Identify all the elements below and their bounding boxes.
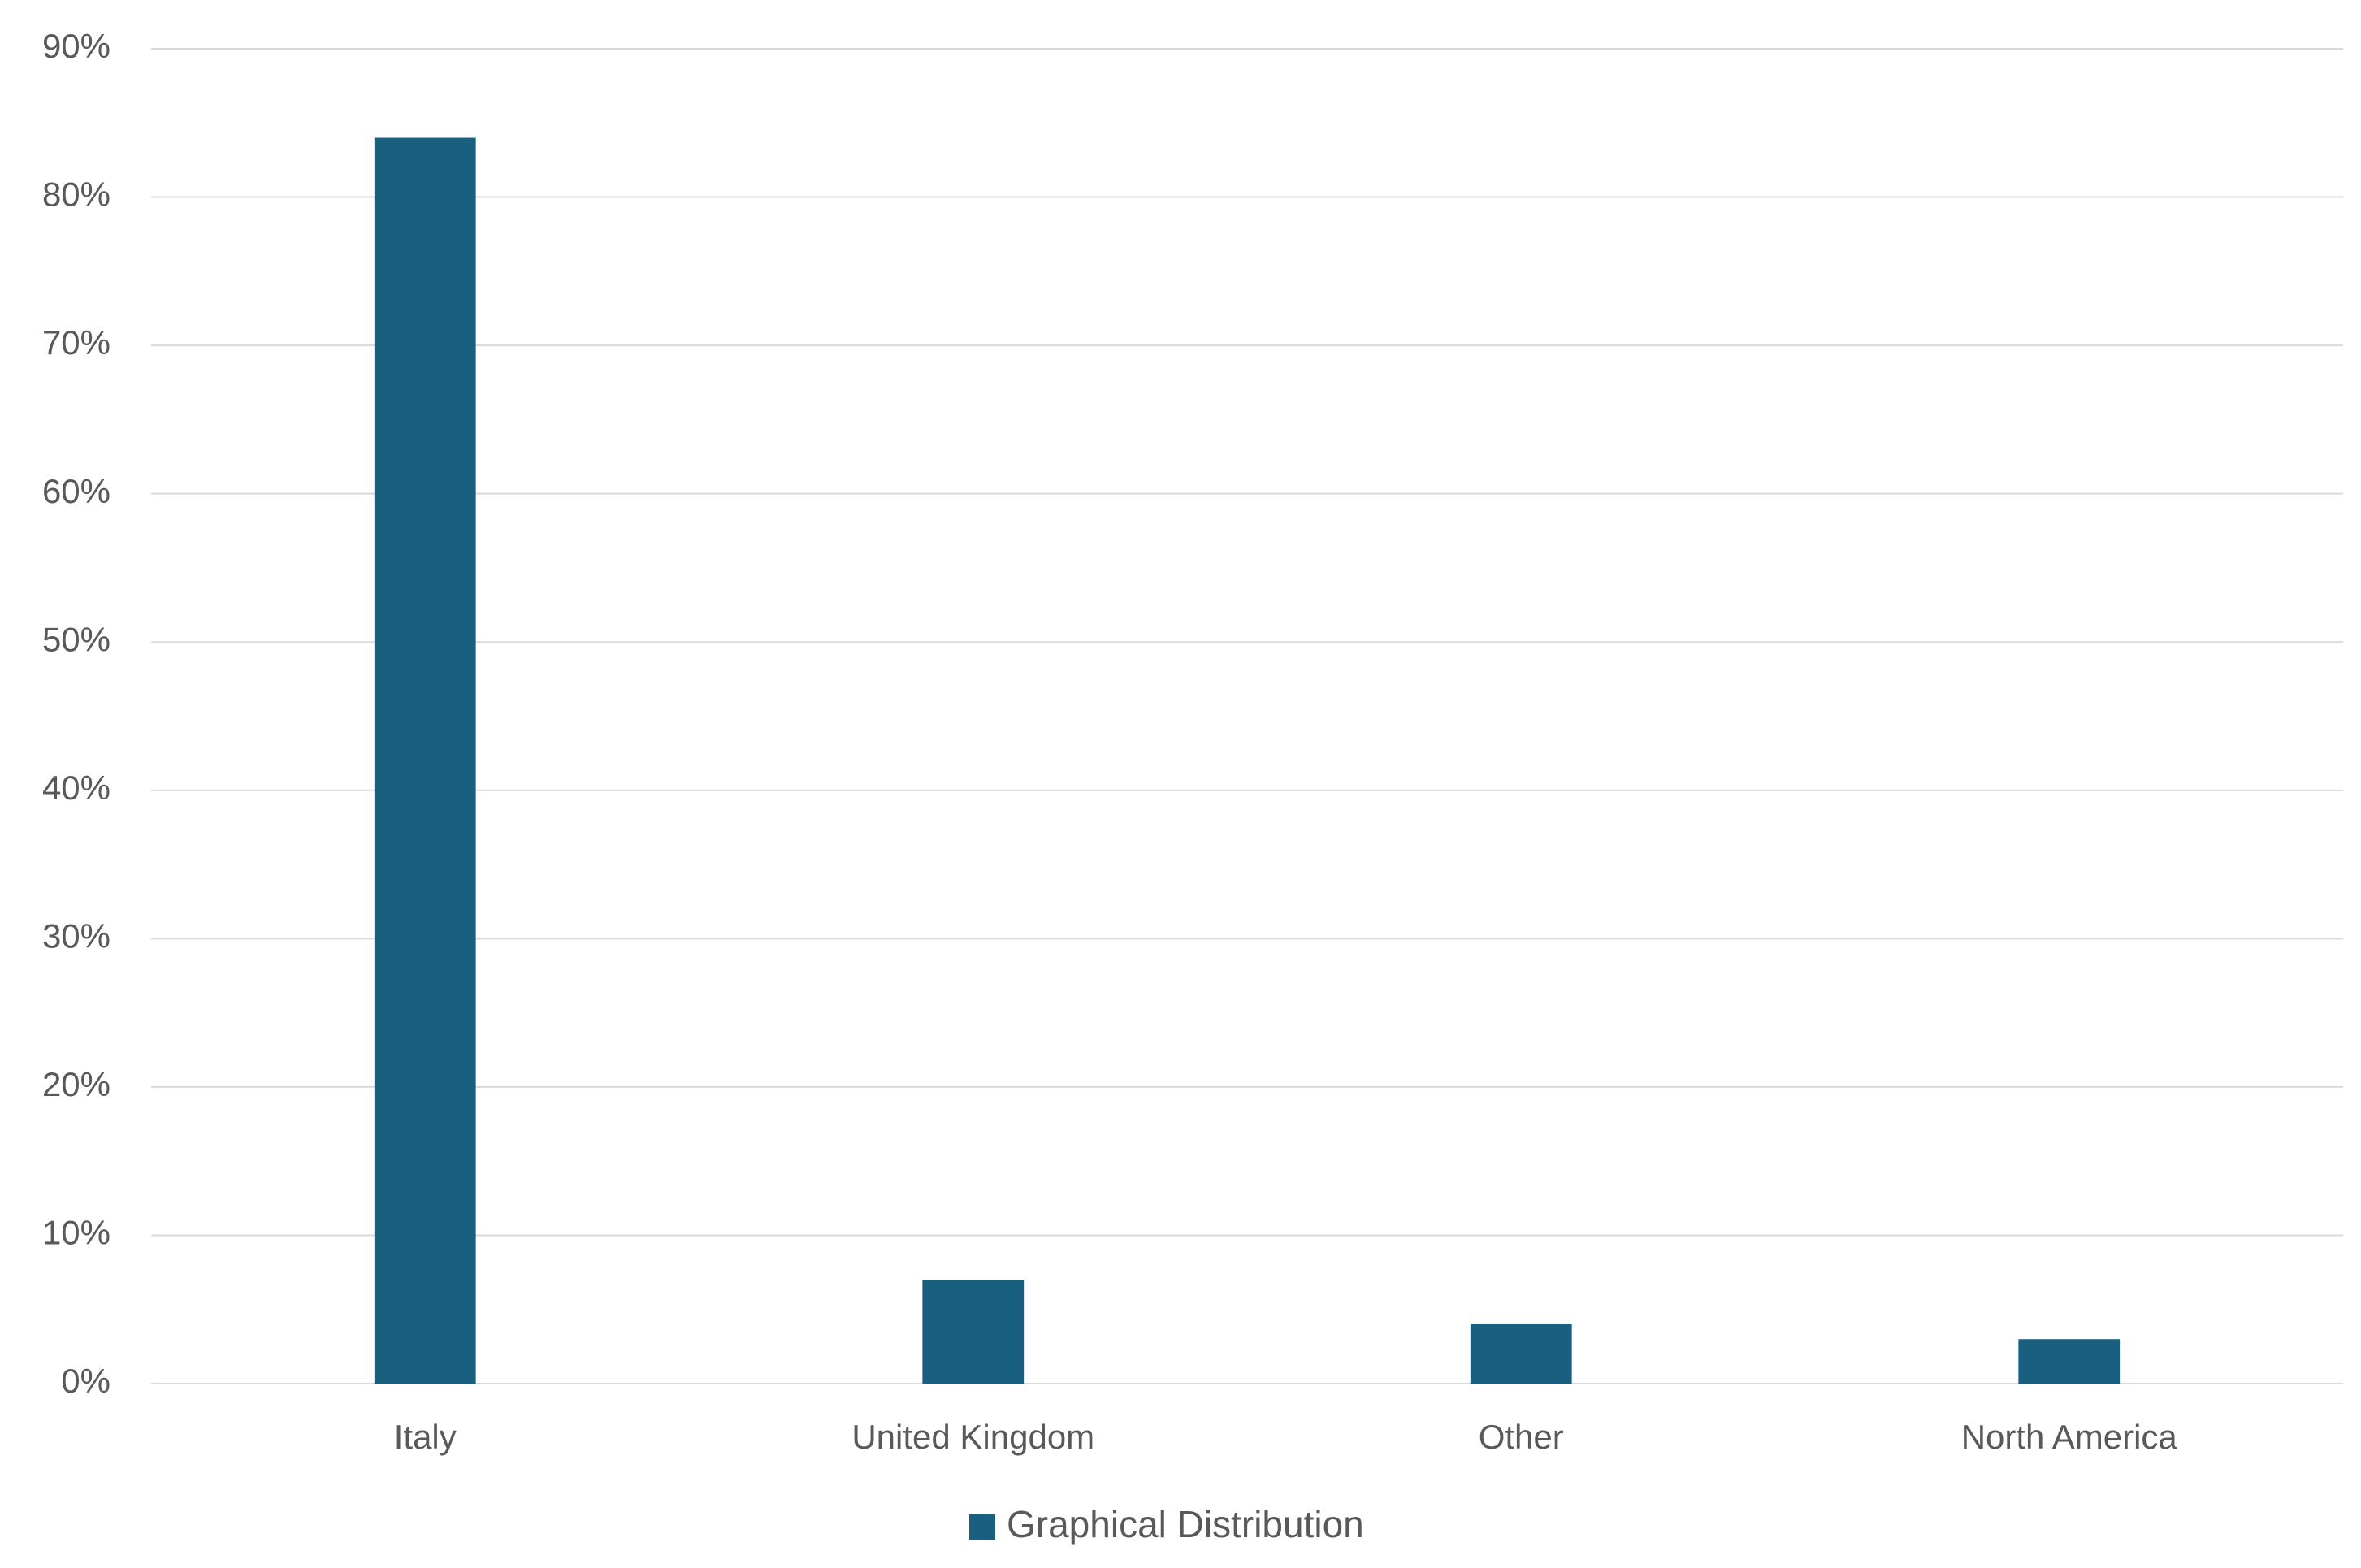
y-tick-label: 20% — [42, 1065, 110, 1103]
y-tick-label: 70% — [42, 323, 110, 362]
y-tick-label: 0% — [61, 1362, 110, 1400]
bar — [374, 137, 476, 1384]
y-tick-label: 50% — [42, 620, 110, 658]
y-tick-label: 30% — [42, 916, 110, 955]
y-tick-label: 10% — [42, 1214, 110, 1252]
legend-label: Graphical Distribution — [1007, 1503, 1364, 1545]
y-tick-label: 60% — [42, 472, 110, 510]
x-tick-label: Other — [1479, 1418, 1564, 1456]
legend-swatch — [969, 1514, 995, 1540]
bar — [1470, 1323, 1572, 1384]
bar — [922, 1280, 1025, 1384]
y-tick-label: 90% — [42, 27, 110, 65]
x-tick-label: North America — [1961, 1418, 2178, 1456]
bar — [2018, 1339, 2121, 1384]
y-tick-label: 80% — [42, 175, 110, 214]
y-tick-label: 40% — [42, 769, 110, 807]
x-tick-label: United Kingdom — [851, 1418, 1094, 1456]
x-tick-label: Italy — [394, 1418, 457, 1456]
